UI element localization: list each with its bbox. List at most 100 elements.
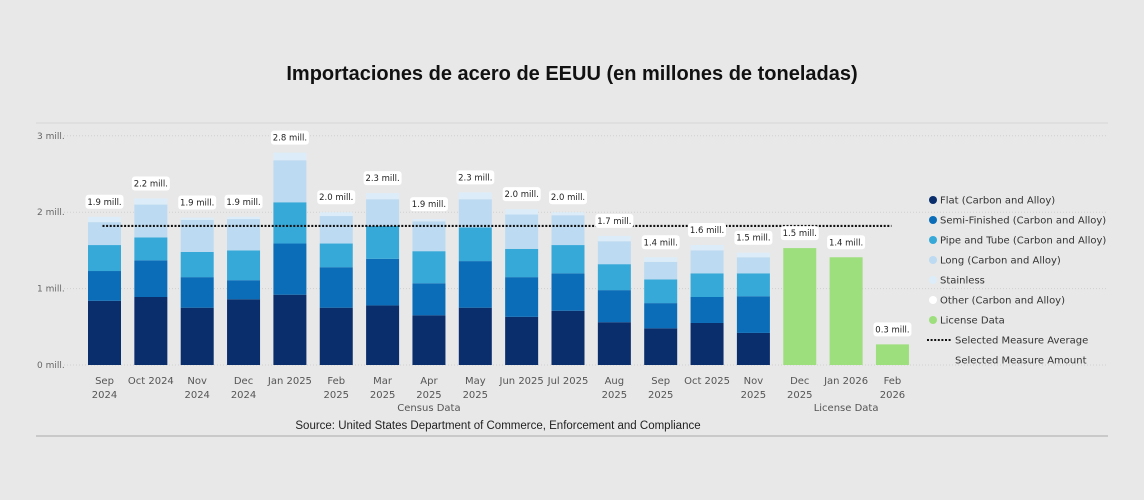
- bar-segment[interactable]: [134, 198, 168, 205]
- bar-segment[interactable]: [597, 241, 631, 265]
- bar-segment[interactable]: [180, 251, 214, 278]
- bar-segment[interactable]: [644, 257, 678, 262]
- bar-segment[interactable]: [597, 264, 631, 291]
- bar-segment[interactable]: [227, 219, 261, 251]
- legend-item[interactable]: License Data: [929, 316, 1005, 327]
- bar-segment[interactable]: [644, 303, 678, 329]
- bar-segment[interactable]: [458, 261, 492, 308]
- bar-segment[interactable]: [551, 245, 585, 274]
- bar-segment[interactable]: [505, 316, 539, 365]
- data-label: 1.7 mill.: [595, 213, 634, 228]
- bar-segment[interactable]: [273, 294, 307, 365]
- bar-segment[interactable]: [366, 199, 400, 226]
- bar-segment[interactable]: [319, 243, 353, 268]
- bar-segment[interactable]: [319, 307, 353, 365]
- bar-segment[interactable]: [690, 322, 724, 365]
- bar-segment[interactable]: [412, 315, 446, 365]
- bar-segment[interactable]: [690, 245, 724, 251]
- bar-segment[interactable]: [458, 199, 492, 228]
- bar-segment[interactable]: [366, 258, 400, 306]
- bar-segment[interactable]: [366, 193, 400, 200]
- bar-segment[interactable]: [551, 310, 585, 365]
- legend-item[interactable]: Other (Carbon and Alloy): [929, 296, 1065, 307]
- bar-segment[interactable]: [180, 307, 214, 365]
- bar-segment[interactable]: [319, 216, 353, 244]
- x-tick-label: May: [465, 376, 486, 387]
- bar-segment[interactable]: [736, 296, 770, 333]
- legend-item-amount[interactable]: Selected Measure Amount: [955, 356, 1087, 367]
- bar-segment[interactable]: [134, 260, 168, 298]
- bar-segment[interactable]: [736, 257, 770, 274]
- bar-segment[interactable]: [134, 237, 168, 261]
- x-tick-label: Oct 2024: [128, 376, 174, 387]
- legend-item[interactable]: Flat (Carbon and Alloy): [929, 196, 1055, 207]
- x-tick-label: Aug: [605, 376, 625, 387]
- bar-segment[interactable]: [227, 299, 261, 365]
- bar-segment[interactable]: [180, 277, 214, 308]
- bar-segment[interactable]: [690, 297, 724, 323]
- bar-segment[interactable]: [597, 290, 631, 323]
- bar-segment[interactable]: [690, 250, 724, 274]
- legend-item[interactable]: Long (Carbon and Alloy): [929, 256, 1061, 267]
- bar-segment[interactable]: [88, 300, 121, 365]
- bar-segment[interactable]: [134, 204, 168, 238]
- bar-segment[interactable]: [458, 307, 492, 365]
- x-tick-label: Nov: [187, 376, 207, 387]
- bar-segment[interactable]: [458, 192, 492, 200]
- bar-segment[interactable]: [273, 243, 307, 295]
- bar-segment[interactable]: [134, 297, 168, 365]
- bar-segment[interactable]: [551, 212, 585, 216]
- bar-segment[interactable]: [227, 216, 261, 220]
- bar-segment[interactable]: [180, 217, 214, 220]
- bar-segment[interactable]: [690, 273, 724, 298]
- bar-segment[interactable]: [875, 344, 909, 365]
- bar-segment[interactable]: [551, 273, 585, 311]
- bar-segment[interactable]: [227, 250, 261, 281]
- bar-segment[interactable]: [644, 261, 678, 280]
- bar-segment[interactable]: [412, 283, 446, 316]
- bar-segment[interactable]: [505, 248, 539, 278]
- bar-segment[interactable]: [505, 277, 539, 317]
- svg-text:1.9 mill.: 1.9 mill.: [180, 199, 214, 209]
- bar-segment[interactable]: [736, 273, 770, 297]
- bar-segment[interactable]: [644, 328, 678, 365]
- legend-item-average[interactable]: Selected Measure Average: [927, 336, 1088, 347]
- x-tick-label: Jan 2026: [823, 376, 868, 387]
- bar-segment[interactable]: [505, 209, 539, 215]
- bar-segment[interactable]: [88, 222, 121, 246]
- bar-segment[interactable]: [736, 252, 770, 258]
- legend-item[interactable]: Pipe and Tube (Carbon and Alloy): [929, 236, 1106, 247]
- bar-segment[interactable]: [273, 152, 307, 161]
- bar-segment[interactable]: [505, 214, 539, 249]
- x-tick-label: Sep: [651, 376, 670, 387]
- bar-segment[interactable]: [273, 202, 307, 244]
- bar-segment[interactable]: [319, 267, 353, 308]
- x-tick-label: 2025: [416, 390, 441, 401]
- bar-segment[interactable]: [597, 235, 631, 242]
- bar-segment[interactable]: [88, 271, 121, 301]
- bar-segment[interactable]: [458, 227, 492, 262]
- bar-segment[interactable]: [180, 219, 214, 252]
- bar-segment[interactable]: [412, 219, 446, 222]
- bar-segment[interactable]: [273, 160, 307, 203]
- bar-segment[interactable]: [783, 248, 817, 365]
- data-label: 1.9 mill.: [224, 194, 263, 209]
- bar-segment[interactable]: [736, 332, 770, 365]
- bar-segment[interactable]: [829, 257, 863, 365]
- bar-segment[interactable]: [88, 245, 121, 272]
- svg-text:1.9 mill.: 1.9 mill.: [87, 198, 121, 208]
- bar-segment[interactable]: [644, 279, 678, 304]
- bar-segment[interactable]: [412, 251, 446, 284]
- bar-segment[interactable]: [227, 280, 261, 300]
- bar-segment[interactable]: [597, 322, 631, 365]
- bar-segment[interactable]: [319, 212, 353, 217]
- bar-segment[interactable]: [366, 225, 400, 259]
- bar-segment[interactable]: [366, 305, 400, 365]
- legend-item[interactable]: Semi-Finished (Carbon and Alloy): [929, 216, 1106, 227]
- legend-item[interactable]: Stainless: [929, 276, 985, 287]
- svg-text:2.0 mill.: 2.0 mill.: [551, 193, 585, 203]
- bar-segment[interactable]: [412, 221, 446, 252]
- data-label: 1.6 mill.: [688, 223, 727, 238]
- bar-segment[interactable]: [88, 216, 121, 223]
- bar-segment[interactable]: [551, 215, 585, 246]
